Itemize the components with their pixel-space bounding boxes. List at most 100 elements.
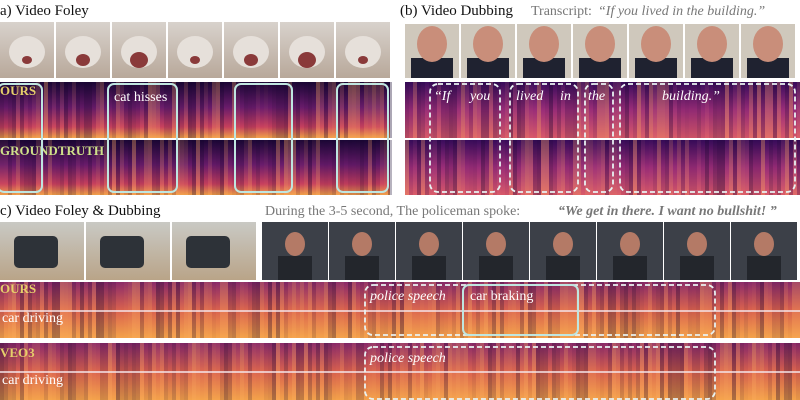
spectrogram-band — [537, 82, 541, 138]
spectrogram-band — [72, 82, 76, 138]
spectrogram-band — [413, 82, 417, 138]
spectrogram-band — [356, 282, 360, 338]
spectrogram-band — [713, 140, 717, 195]
spectrogram-band — [749, 140, 753, 195]
spectrogram-band — [168, 82, 172, 138]
spectrogram-band — [493, 140, 497, 195]
spectrogram-band — [236, 282, 240, 338]
spectrogram-band — [24, 140, 28, 195]
spectrogram-band — [617, 140, 621, 195]
spectrogram-band — [601, 82, 605, 138]
spectrogram-band — [585, 82, 589, 138]
spectrogram-band — [641, 82, 645, 138]
spectrogram-band — [136, 82, 140, 138]
spectrogram-band — [720, 282, 724, 338]
spectrogram-band — [700, 282, 704, 338]
spectrogram-band — [452, 282, 456, 338]
spectrogram-band — [717, 82, 721, 138]
spectrogram-band — [248, 82, 252, 138]
spectrogram-band — [609, 140, 613, 195]
spectrogram-band — [625, 82, 629, 138]
spectrogram-band — [188, 282, 192, 338]
spectrogram-band — [589, 140, 593, 195]
spectrogram-band — [228, 282, 232, 338]
cat-face — [9, 36, 45, 68]
spectrogram-band — [733, 140, 737, 195]
spectrogram-band — [180, 282, 184, 338]
spectrogram-band — [88, 82, 92, 138]
spectrogram-band — [437, 82, 441, 138]
highlight-box — [107, 83, 178, 193]
imagery — [0, 22, 800, 400]
spectrogram-band — [36, 82, 40, 138]
spectrogram-band — [752, 282, 756, 338]
spectrogram-band — [728, 282, 732, 338]
spectrogram-band — [549, 140, 553, 195]
spectrogram-band — [156, 140, 160, 195]
spectrogram-band — [288, 82, 292, 138]
spectrogram-band — [112, 282, 116, 338]
spectrogram-band — [500, 282, 504, 338]
panel-title: c) Video Foley & Dubbing — [0, 203, 161, 219]
spectrogram-band — [457, 140, 461, 195]
spectrogram-band — [485, 140, 489, 195]
spectrogram-band — [737, 82, 741, 138]
spectrogram-band — [8, 282, 12, 338]
spectrogram-band — [4, 282, 8, 338]
spectrogram-band — [360, 282, 364, 338]
spectrogram-band — [172, 82, 176, 138]
spectrogram-band — [640, 282, 644, 338]
face — [641, 26, 671, 62]
spectrogram-band — [776, 282, 780, 338]
spectrogram-band — [725, 82, 729, 138]
spectrogram-band — [12, 82, 16, 138]
spectrogram-band — [701, 140, 705, 195]
spectrogram-band — [296, 82, 300, 138]
spectrogram-band — [92, 82, 96, 138]
spectrogram-band — [441, 82, 445, 138]
spectrogram-band — [769, 82, 773, 138]
spectrogram-band — [164, 82, 168, 138]
spectrogram-band — [457, 82, 461, 138]
spectrogram-band — [384, 82, 388, 138]
spectrogram-band — [340, 140, 344, 195]
cat-face — [177, 36, 213, 68]
spectrogram-band — [764, 282, 768, 338]
spectrogram-band — [453, 82, 457, 138]
spectrogram-band — [200, 282, 204, 338]
spectrogram-band — [433, 140, 437, 195]
spectrogram-band — [417, 140, 421, 195]
spectrogram-band — [792, 282, 796, 338]
spectrogram-band — [184, 282, 188, 338]
suit — [635, 58, 677, 78]
spectrogram-band — [132, 282, 136, 338]
spectrogram-band — [152, 282, 156, 338]
spectrogram-band — [252, 140, 256, 195]
spectrogram-band — [565, 140, 569, 195]
spectrogram-band — [368, 82, 372, 138]
annotation: police speech — [369, 351, 446, 366]
face — [697, 26, 727, 62]
spectrogram-band — [428, 282, 432, 338]
spectrogram-band — [705, 140, 709, 195]
spectrogram-band — [796, 282, 800, 338]
spectrogram-band — [785, 82, 789, 138]
panel-title: (b) Video Dubbing — [400, 3, 513, 19]
highlight-box — [364, 346, 716, 400]
spectrogram-band — [84, 82, 88, 138]
word-box — [509, 83, 579, 193]
row-label: VEO3 — [0, 345, 35, 360]
spectrogram-band — [144, 140, 148, 195]
soldier — [620, 232, 640, 256]
spectrogram-band — [244, 282, 248, 338]
spectrogram-band — [352, 140, 356, 195]
annotation: car braking — [470, 289, 533, 304]
spectrogram-band — [328, 140, 332, 195]
spectrogram-band — [120, 82, 124, 138]
spectrogram-band — [693, 82, 697, 138]
spectrogram-band — [409, 82, 413, 138]
spectrogram-band — [636, 282, 640, 338]
spectrogram-band — [400, 282, 404, 338]
spectrogram-band — [268, 140, 272, 195]
spectrogram-band — [188, 140, 192, 195]
